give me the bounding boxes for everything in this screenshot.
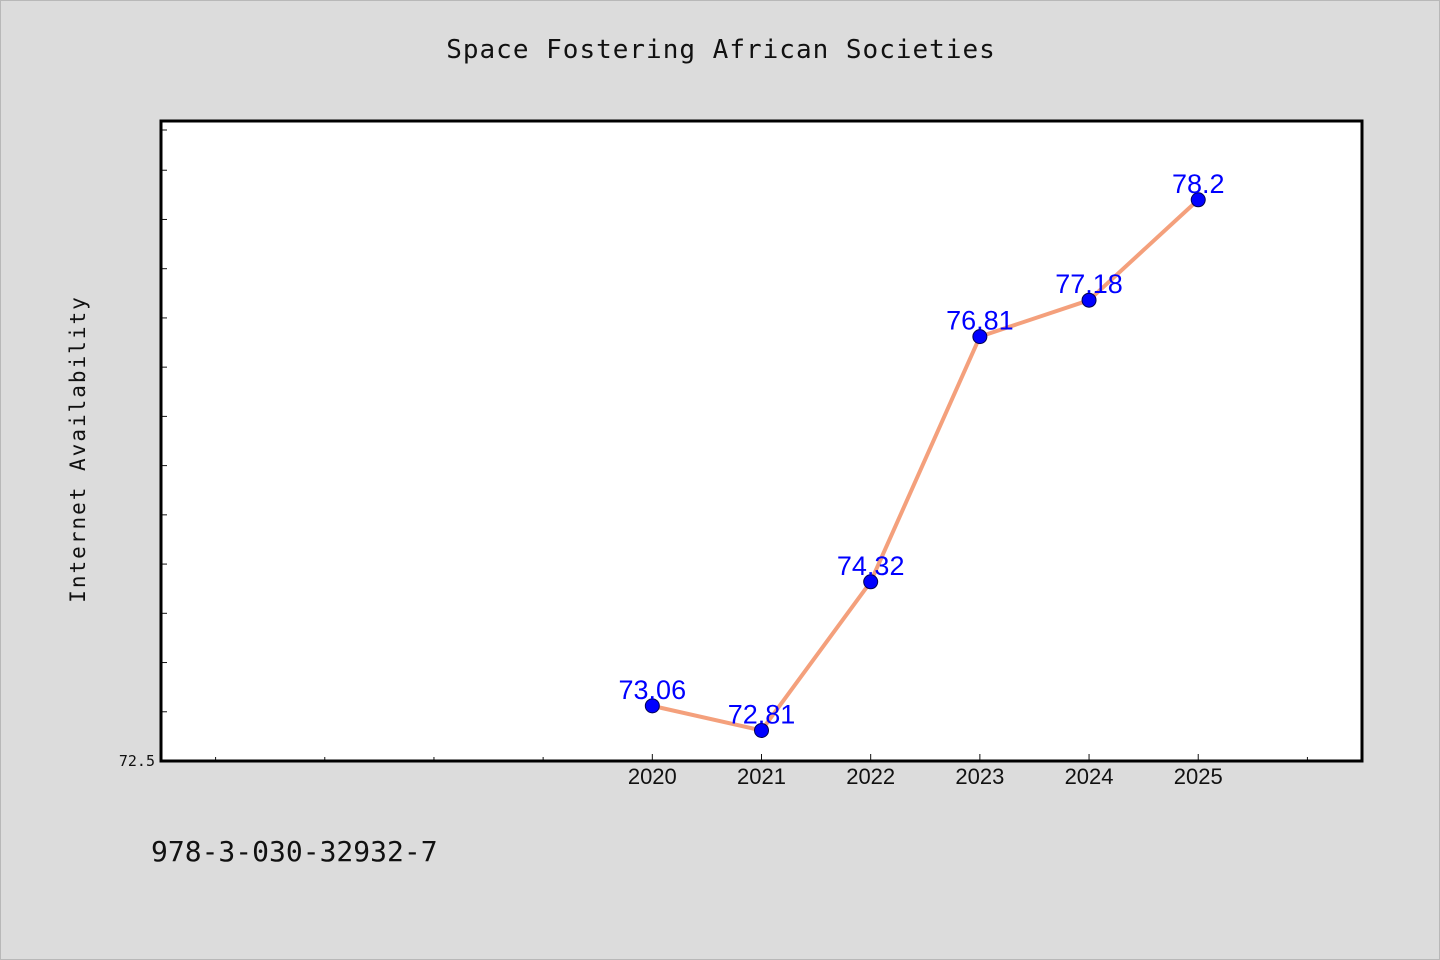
footer-code: 978-3-030-32932-7: [151, 835, 438, 868]
data-label: 78.2: [1172, 169, 1225, 199]
x-tick-label: 2025: [1174, 764, 1223, 789]
plot-frame: [159, 119, 1364, 763]
chart-title: Space Fostering African Societies: [446, 35, 996, 65]
x-tick-label: 2023: [955, 764, 1004, 789]
x-tick-label: 2022: [846, 764, 895, 789]
plot-area: [161, 121, 1362, 761]
data-label: 77.18: [1055, 269, 1123, 299]
x-tick-label: 2024: [1065, 764, 1114, 789]
data-label: 76.81: [946, 306, 1014, 336]
data-point: [644, 698, 660, 714]
data-label: 74.32: [837, 551, 905, 581]
data-point: [754, 722, 769, 738]
y-tick-label: 72.5: [119, 752, 155, 770]
data-point: [1081, 292, 1097, 308]
data-label: 72.81: [728, 699, 796, 729]
data-label: 73.06: [619, 675, 687, 705]
x-tick-label: 2021: [737, 764, 786, 789]
data-point: [1190, 192, 1206, 208]
data-point: [972, 329, 988, 345]
x-tick-label: 2020: [628, 764, 677, 789]
series-line: [650, 197, 1201, 733]
data-point: [863, 574, 879, 590]
